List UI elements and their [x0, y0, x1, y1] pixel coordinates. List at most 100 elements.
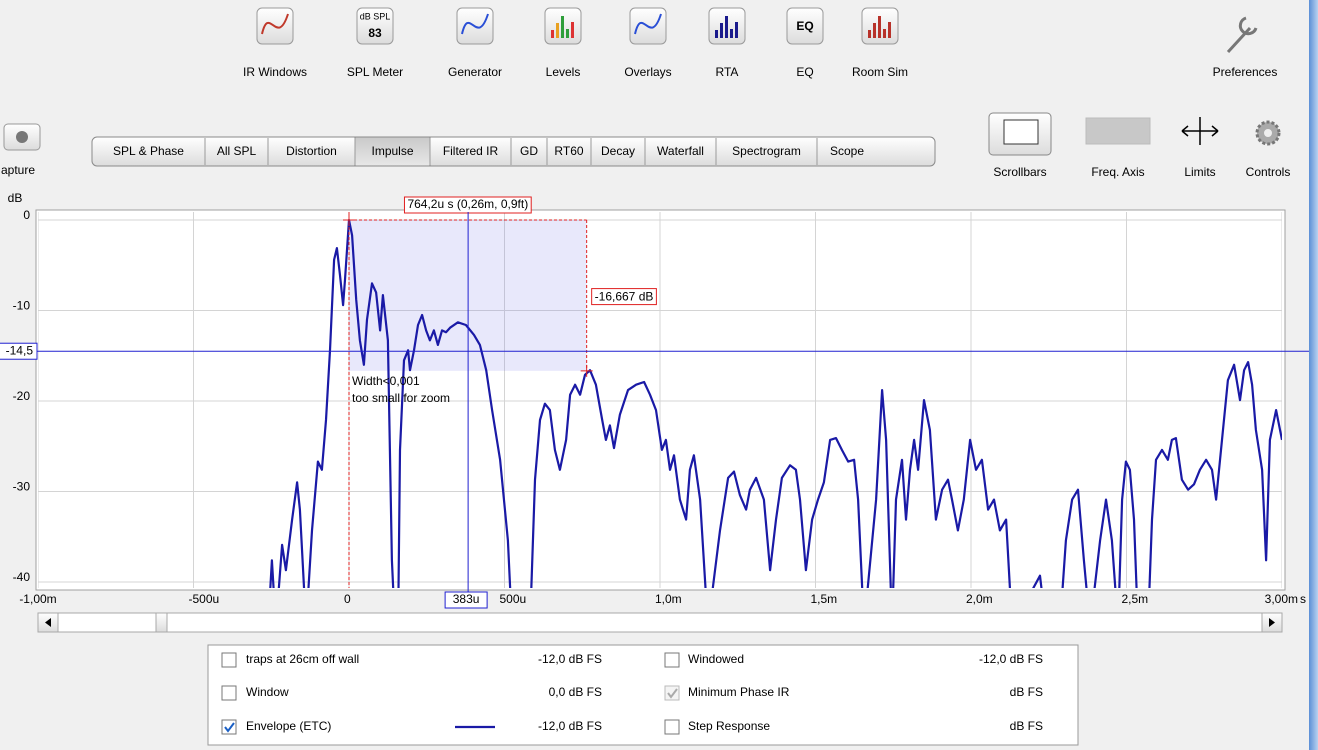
tab-label[interactable]: GD: [520, 144, 538, 158]
x-tick-label: 3,00m: [1265, 592, 1298, 606]
checkbox-box[interactable]: [221, 685, 237, 701]
camera-lens[interactable]: [16, 131, 28, 143]
spl-icon-value[interactable]: 83: [368, 26, 382, 40]
toolbar-label[interactable]: RTA: [716, 65, 739, 79]
icon-curve[interactable]: [261, 13, 289, 35]
icon-bar[interactable]: [888, 22, 891, 38]
checkbox[interactable]: [664, 652, 680, 668]
graph-tool-label[interactable]: Controls: [1246, 165, 1291, 179]
checkbox[interactable]: [221, 685, 237, 701]
icon-bar[interactable]: [883, 29, 886, 38]
icon-bar[interactable]: [715, 30, 718, 38]
x-axis-unit: s: [1300, 592, 1306, 606]
graph-tool-label: Freq. Axis: [1091, 165, 1144, 179]
toolbar-label[interactable]: Overlays: [624, 65, 671, 79]
spl-icon-unit[interactable]: dB SPL: [360, 11, 391, 21]
toolbar-label[interactable]: IR Windows: [243, 65, 307, 79]
tab-label[interactable]: SPL & Phase: [113, 144, 184, 158]
toolbar-label[interactable]: EQ: [796, 65, 813, 79]
icon-bar[interactable]: [873, 23, 876, 38]
checkbox-box[interactable]: [221, 652, 237, 668]
tab-label[interactable]: RT60: [554, 144, 583, 158]
icon-bar[interactable]: [551, 30, 554, 38]
cursor-x-box: [444, 591, 488, 609]
icon-curve[interactable]: [634, 13, 662, 35]
icon-bar[interactable]: [730, 29, 733, 38]
tool-icon: [1085, 117, 1151, 145]
legend-label[interactable]: Envelope (ETC): [246, 719, 331, 733]
legend-label[interactable]: Windowed: [688, 652, 744, 666]
checkbox-check[interactable]: [224, 722, 235, 733]
toolbar-button[interactable]: dB SPL 83 SPL Meter: [347, 7, 403, 79]
toolbar-label[interactable]: SPL Meter: [347, 65, 403, 79]
window-edge: [1309, 0, 1318, 750]
wrench-icon[interactable]: [1226, 16, 1258, 54]
checkbox-box[interactable]: [664, 652, 680, 668]
cursor-x-label: 383u: [453, 592, 480, 606]
checkbox-box[interactable]: [664, 719, 680, 735]
graph-tool[interactable]: Controls: [1246, 120, 1291, 179]
icon-bar[interactable]: [556, 23, 559, 38]
tab-label[interactable]: Filtered IR: [443, 144, 499, 158]
toolbar-button[interactable]: IR Windows: [243, 7, 307, 79]
graph-tool-label[interactable]: Scrollbars: [993, 165, 1046, 179]
checkbox-box[interactable]: [221, 719, 237, 735]
tool-icon-hub[interactable]: [1264, 129, 1272, 137]
toolbar-label[interactable]: Room Sim: [852, 65, 908, 79]
graph-tool[interactable]: Limits: [1181, 117, 1219, 179]
tab-label[interactable]: All SPL: [217, 144, 257, 158]
toolbar-button[interactable]: Generator: [448, 7, 502, 79]
tab-label[interactable]: Spectrogram: [732, 144, 801, 158]
scroll-right-arrow[interactable]: [1269, 618, 1275, 627]
icon-bar[interactable]: [720, 23, 723, 38]
tab-label[interactable]: Impulse: [371, 144, 413, 158]
legend-label[interactable]: traps at 26cm off wall: [246, 652, 359, 666]
tab-label[interactable]: Scope: [830, 144, 864, 158]
tool-icon[interactable]: [1181, 117, 1219, 145]
measure-y-label-box: [591, 288, 657, 306]
tab-label[interactable]: Waterfall: [657, 144, 704, 158]
icon-bar[interactable]: [868, 30, 871, 38]
capture-label[interactable]: apture: [1, 163, 35, 177]
cursor-y-box: [0, 342, 38, 360]
icon-bar[interactable]: [566, 29, 569, 38]
preferences-button[interactable]: Preferences: [1213, 16, 1278, 79]
tool-icon-screen[interactable]: [1003, 119, 1039, 145]
measure-y-label: -16,667 dB: [595, 290, 654, 304]
legend-label[interactable]: Step Response: [688, 719, 770, 733]
scroll-thumb[interactable]: [155, 612, 168, 633]
toolbar-button[interactable]: Overlays: [624, 7, 672, 79]
eq-icon-text[interactable]: EQ: [796, 19, 813, 33]
toolbar-button[interactable]: RTA: [708, 7, 746, 79]
icon-bar[interactable]: [725, 16, 728, 38]
graph-tool[interactable]: Scrollbars: [988, 112, 1052, 179]
graph-tool-label[interactable]: Limits: [1184, 165, 1215, 179]
toolbar-button[interactable]: EQ EQ: [786, 7, 824, 79]
tab-label[interactable]: Decay: [601, 144, 635, 158]
legend-level: 0,0 dB FS: [549, 685, 602, 699]
scrollbar-track[interactable]: [37, 612, 1283, 633]
checkbox[interactable]: [664, 719, 680, 735]
toolbar-icon[interactable]: [786, 7, 824, 45]
checkbox[interactable]: [221, 719, 237, 735]
preferences-label[interactable]: Preferences: [1213, 65, 1278, 79]
toolbar-button[interactable]: Levels: [544, 7, 582, 79]
icon-curve[interactable]: [461, 13, 489, 35]
measure-end-marker: [580, 364, 593, 377]
checkbox-box: [664, 685, 680, 701]
legend-label[interactable]: Window: [246, 685, 289, 699]
capture-button[interactable]: apture: [1, 123, 41, 177]
scroll-left-arrow[interactable]: [45, 618, 51, 627]
x-tick-label: 500u: [500, 592, 527, 606]
icon-bar[interactable]: [561, 16, 564, 38]
checkbox: [664, 685, 680, 701]
checkbox[interactable]: [221, 652, 237, 668]
icon-bar[interactable]: [735, 22, 738, 38]
icon-bar[interactable]: [571, 22, 574, 38]
toolbar-label[interactable]: Generator: [448, 65, 502, 79]
tab-label[interactable]: Distortion: [286, 144, 337, 158]
toolbar-icon[interactable]: [356, 7, 394, 45]
toolbar-label[interactable]: Levels: [546, 65, 581, 79]
toolbar-button[interactable]: Room Sim: [852, 7, 908, 79]
icon-bar[interactable]: [878, 16, 881, 38]
